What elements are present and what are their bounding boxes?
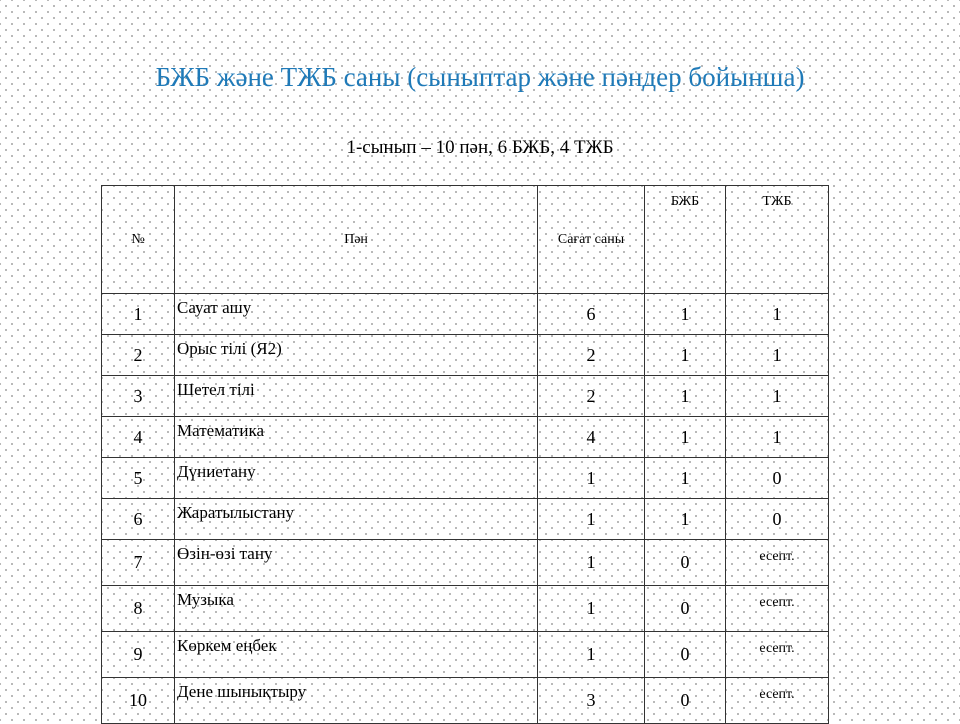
tzhb-count: 0 xyxy=(725,498,829,540)
row-number: 6 xyxy=(101,498,175,540)
subject-name: Сауат ашу xyxy=(174,293,538,335)
hours: 3 xyxy=(537,677,645,724)
slide-title: БЖБ және ТЖБ саны (сыныптар және пәндер … xyxy=(155,62,805,92)
bzhb-count: 0 xyxy=(644,539,726,586)
row-number: 4 xyxy=(101,416,175,458)
tzhb-count: 0 xyxy=(725,457,829,499)
row-number: 2 xyxy=(101,334,175,376)
table-row: 1 Сауат ашу 6 1 1 xyxy=(101,293,829,335)
table-row: 10 Дене шынықтыру 3 0 есепт. xyxy=(101,677,829,724)
bzhb-count: 1 xyxy=(644,498,726,540)
slide-subtitle: 1-сынып – 10 пән, 6 БЖБ, 4 ТЖБ xyxy=(346,137,614,158)
bzhb-count: 0 xyxy=(644,585,726,632)
table-row: 5 Дүниетану 1 1 0 xyxy=(101,457,829,499)
table-row: 8 Музыка 1 0 есепт. xyxy=(101,585,829,632)
tzhb-count: есепт. xyxy=(725,631,829,678)
hours: 1 xyxy=(537,585,645,632)
table-row: 7 Өзін-өзі тану 1 0 есепт. xyxy=(101,539,829,586)
subject-name: Музыка xyxy=(174,585,538,632)
header-tzhb: ТЖБ xyxy=(725,185,829,294)
subject-name: Математика xyxy=(174,416,538,458)
header-hours: Сағат саны xyxy=(537,185,645,294)
header-bzhb: БЖБ xyxy=(644,185,726,294)
bzhb-count: 1 xyxy=(644,334,726,376)
hours: 1 xyxy=(537,457,645,499)
row-number: 5 xyxy=(101,457,175,499)
table-header-row: № Пән Сағат саны БЖБ ТЖБ xyxy=(101,185,829,294)
subject-name: Өзін-өзі тану xyxy=(174,539,538,586)
bzhb-count: 0 xyxy=(644,631,726,678)
table-row: 9 Көркем еңбек 1 0 есепт. xyxy=(101,631,829,678)
subject-name: Орыс тілі (Я2) xyxy=(174,334,538,376)
table-row: 3 Шетел тілі 2 1 1 xyxy=(101,375,829,417)
row-number: 1 xyxy=(101,293,175,335)
hours: 2 xyxy=(537,375,645,417)
hours: 4 xyxy=(537,416,645,458)
hours: 1 xyxy=(537,498,645,540)
tzhb-count: есепт. xyxy=(725,585,829,632)
row-number: 8 xyxy=(101,585,175,632)
tzhb-count: 1 xyxy=(725,416,829,458)
tzhb-count: есепт. xyxy=(725,677,829,724)
hours: 1 xyxy=(537,631,645,678)
subject-name: Шетел тілі xyxy=(174,375,538,417)
tzhb-count: 1 xyxy=(725,375,829,417)
subject-name: Дүниетану xyxy=(174,457,538,499)
tzhb-count: есепт. xyxy=(725,539,829,586)
table-row: 2 Орыс тілі (Я2) 2 1 1 xyxy=(101,334,829,376)
subject-name: Дене шынықтыру xyxy=(174,677,538,724)
table-row: 6 Жаратылыстану 1 1 0 xyxy=(101,498,829,540)
subjects-table: № Пән Сағат саны БЖБ ТЖБ 1 Сауат ашу 6 1 1 2 О… xyxy=(101,185,829,724)
bzhb-count: 1 xyxy=(644,457,726,499)
table-row: 4 Математика 4 1 1 xyxy=(101,416,829,458)
hours: 1 xyxy=(537,539,645,586)
hours: 6 xyxy=(537,293,645,335)
header-number: № xyxy=(101,185,175,294)
tzhb-count: 1 xyxy=(725,334,829,376)
tzhb-count: 1 xyxy=(725,293,829,335)
subject-name: Көркем еңбек xyxy=(174,631,538,678)
bzhb-count: 1 xyxy=(644,416,726,458)
hours: 2 xyxy=(537,334,645,376)
header-subject: Пән xyxy=(174,185,538,294)
row-number: 7 xyxy=(101,539,175,586)
bzhb-count: 1 xyxy=(644,375,726,417)
subject-name: Жаратылыстану xyxy=(174,498,538,540)
bzhb-count: 0 xyxy=(644,677,726,724)
bzhb-count: 1 xyxy=(644,293,726,335)
row-number: 9 xyxy=(101,631,175,678)
row-number: 3 xyxy=(101,375,175,417)
row-number: 10 xyxy=(101,677,175,724)
